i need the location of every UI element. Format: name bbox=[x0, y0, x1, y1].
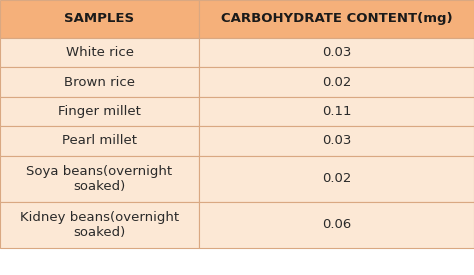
Bar bbox=[0, 202, 199, 248]
Text: Pearl millet: Pearl millet bbox=[62, 134, 137, 147]
Text: 0.02: 0.02 bbox=[322, 172, 351, 185]
Text: 0.03: 0.03 bbox=[322, 134, 351, 147]
Text: Soya beans(overnight
soaked): Soya beans(overnight soaked) bbox=[27, 165, 173, 192]
Text: 0.06: 0.06 bbox=[322, 218, 351, 231]
Bar bbox=[199, 67, 474, 97]
Bar bbox=[199, 97, 474, 126]
Bar bbox=[199, 156, 474, 202]
Bar bbox=[0, 67, 199, 97]
Text: 0.02: 0.02 bbox=[322, 76, 351, 89]
Bar bbox=[199, 126, 474, 156]
Bar bbox=[199, 0, 474, 38]
Bar bbox=[199, 38, 474, 67]
Text: Kidney beans(overnight
soaked): Kidney beans(overnight soaked) bbox=[20, 211, 179, 238]
Text: CARBOHYDRATE CONTENT(mg): CARBOHYDRATE CONTENT(mg) bbox=[221, 12, 452, 26]
Text: SAMPLES: SAMPLES bbox=[64, 12, 135, 26]
Bar bbox=[0, 38, 199, 67]
Text: Finger millet: Finger millet bbox=[58, 105, 141, 118]
Text: Brown rice: Brown rice bbox=[64, 76, 135, 89]
Bar bbox=[0, 156, 199, 202]
Text: White rice: White rice bbox=[65, 46, 134, 59]
Bar bbox=[0, 97, 199, 126]
Bar bbox=[0, 0, 199, 38]
Text: 0.11: 0.11 bbox=[322, 105, 351, 118]
Text: 0.03: 0.03 bbox=[322, 46, 351, 59]
Bar bbox=[0, 126, 199, 156]
Bar bbox=[199, 202, 474, 248]
